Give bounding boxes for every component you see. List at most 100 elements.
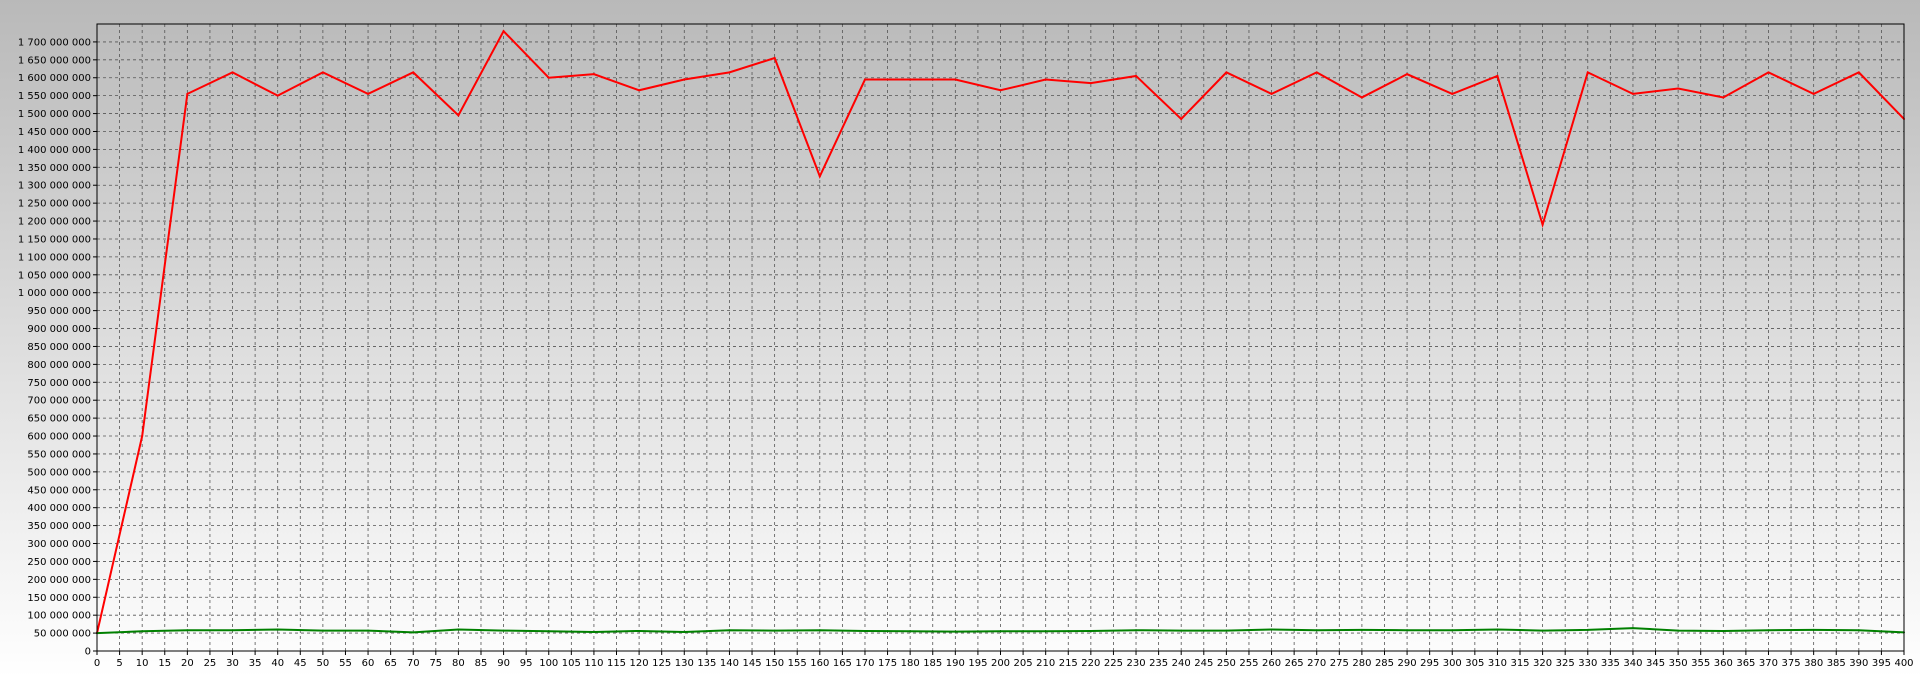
y-tick-label: 900 000 000 <box>27 324 91 335</box>
y-tick-label: 100 000 000 <box>27 611 91 622</box>
data-point <box>276 628 279 631</box>
data-point <box>1360 96 1363 99</box>
data-point <box>1270 628 1273 631</box>
data-point <box>1044 78 1047 81</box>
data-point <box>1451 629 1454 632</box>
x-tick-label: 250 <box>1217 658 1236 669</box>
x-tick-label: 20 <box>181 658 194 669</box>
x-tick-label: 175 <box>878 658 897 669</box>
data-point <box>773 57 776 60</box>
data-point <box>818 629 821 632</box>
x-tick-label: 95 <box>520 658 533 669</box>
y-tick-label: 300 000 000 <box>27 539 91 550</box>
data-point <box>276 94 279 97</box>
y-tick-label: 1 500 000 000 <box>18 109 91 120</box>
x-tick-label: 25 <box>204 658 217 669</box>
y-tick-label: 1 000 000 000 <box>18 288 91 299</box>
data-point <box>909 630 912 633</box>
data-point <box>1135 74 1138 77</box>
data-point <box>1767 71 1770 74</box>
x-tick-label: 330 <box>1578 658 1597 669</box>
x-tick-label: 225 <box>1104 658 1123 669</box>
y-tick-label: 1 350 000 000 <box>18 163 91 174</box>
x-tick-label: 75 <box>429 658 442 669</box>
data-point <box>321 71 324 74</box>
x-tick-label: 50 <box>317 658 330 669</box>
data-point <box>954 630 957 633</box>
x-tick-label: 295 <box>1420 658 1439 669</box>
data-point <box>1451 92 1454 95</box>
x-tick-label: 380 <box>1804 658 1823 669</box>
data-point <box>1270 92 1273 95</box>
data-point <box>638 629 641 632</box>
x-tick-label: 310 <box>1488 658 1507 669</box>
data-point <box>728 629 731 632</box>
data-point <box>863 629 866 632</box>
x-tick-label: 215 <box>1059 658 1078 669</box>
y-tick-label: 1 250 000 000 <box>18 199 91 210</box>
data-point <box>1857 629 1860 632</box>
data-point <box>502 30 505 33</box>
x-tick-label: 60 <box>362 658 375 669</box>
x-tick-label: 335 <box>1601 658 1620 669</box>
x-axis: 0 5 10 15 20 25 30 35 40 45 50 55 60 65 70 75 80 85 90 95 10… <box>94 651 1914 669</box>
y-tick-label: 1 200 000 000 <box>18 217 91 228</box>
x-tick-label: 0 <box>94 658 100 669</box>
x-tick-label: 230 <box>1126 658 1145 669</box>
data-point <box>1089 82 1092 85</box>
data-point <box>412 631 415 634</box>
data-point <box>1586 628 1589 631</box>
data-point <box>547 630 550 633</box>
x-tick-label: 150 <box>765 658 784 669</box>
x-tick-label: 90 <box>497 658 510 669</box>
x-tick-label: 120 <box>630 658 649 669</box>
y-tick-label: 250 000 000 <box>27 557 91 568</box>
x-tick-label: 105 <box>562 658 581 669</box>
x-tick-label: 245 <box>1194 658 1213 669</box>
x-tick-label: 55 <box>339 658 352 669</box>
x-tick-label: 275 <box>1330 658 1349 669</box>
data-point <box>863 78 866 81</box>
data-point <box>1406 629 1409 632</box>
y-tick-label: 0 <box>85 647 91 658</box>
x-tick-label: 395 <box>1872 658 1891 669</box>
y-tick-label: 1 600 000 000 <box>18 73 91 84</box>
data-point <box>1631 627 1634 630</box>
y-tick-label: 1 650 000 000 <box>18 55 91 66</box>
y-tick-label: 800 000 000 <box>27 360 91 371</box>
data-point <box>1089 629 1092 632</box>
data-point <box>1360 628 1363 631</box>
x-tick-label: 15 <box>158 658 171 669</box>
y-tick-label: 750 000 000 <box>27 378 91 389</box>
data-point <box>321 629 324 632</box>
data-point <box>1406 73 1409 76</box>
data-point <box>592 631 595 634</box>
data-point <box>1767 629 1770 632</box>
x-tick-label: 65 <box>384 658 397 669</box>
x-tick-label: 5 <box>116 658 122 669</box>
x-tick-label: 45 <box>294 658 307 669</box>
x-tick-label: 300 <box>1443 658 1462 669</box>
x-tick-label: 385 <box>1827 658 1846 669</box>
data-point <box>367 629 370 632</box>
y-tick-label: 550 000 000 <box>27 449 91 460</box>
x-tick-label: 280 <box>1352 658 1371 669</box>
data-point <box>1586 71 1589 74</box>
data-point <box>231 71 234 74</box>
x-tick-label: 145 <box>742 658 761 669</box>
x-tick-label: 205 <box>1014 658 1033 669</box>
x-tick-label: 85 <box>475 658 488 669</box>
data-point <box>457 628 460 631</box>
x-tick-label: 340 <box>1623 658 1642 669</box>
data-point <box>231 629 234 632</box>
x-tick-label: 375 <box>1782 658 1801 669</box>
x-tick-label: 160 <box>810 658 829 669</box>
x-tick-label: 400 <box>1894 658 1913 669</box>
y-tick-label: 1 700 000 000 <box>18 37 91 48</box>
y-tick-label: 50 000 000 <box>34 629 91 640</box>
y-axis: 0 50 000 000 100 000 000 150 000 000 200 000… <box>18 37 97 658</box>
data-point <box>1044 630 1047 633</box>
data-point <box>1225 629 1228 632</box>
data-point <box>1677 629 1680 632</box>
